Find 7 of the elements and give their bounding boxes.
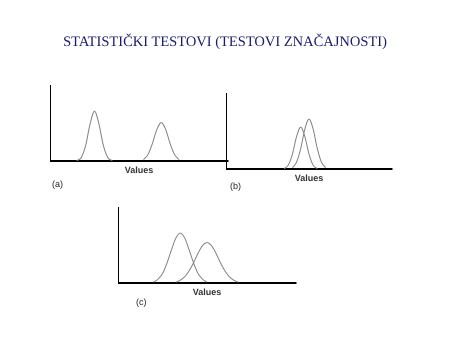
x-axis-title: Values — [192, 287, 222, 298]
text: (a) — [52, 179, 63, 189]
text: (b) — [230, 181, 241, 191]
x-axis-title: Values — [294, 173, 324, 184]
x-axis-title: Values — [124, 165, 154, 176]
text: (c) — [136, 297, 146, 307]
chart-title: STATISTIČKI TESTOVI (TESTOVI ZNAČAJNOSTI) — [62, 34, 388, 51]
